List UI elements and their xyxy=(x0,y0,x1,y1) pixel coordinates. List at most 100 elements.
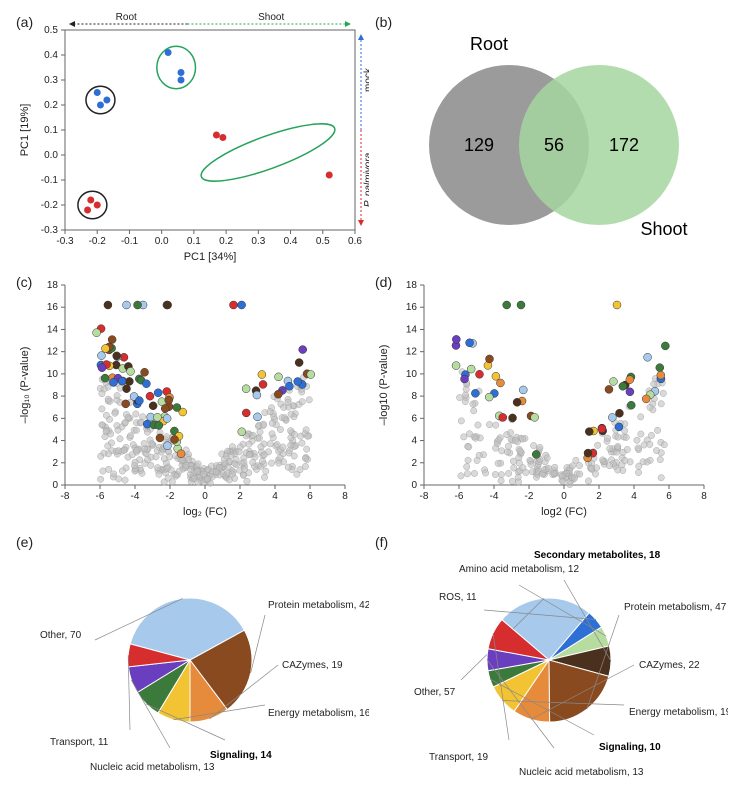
svg-text:56: 56 xyxy=(544,135,564,155)
svg-text:PC1 [19%]: PC1 [19%] xyxy=(19,104,31,157)
svg-text:Energy metabolism, 19: Energy metabolism, 19 xyxy=(629,707,728,718)
svg-text:Transport, 11: Transport, 11 xyxy=(50,737,109,748)
svg-text:-0.3: -0.3 xyxy=(56,236,74,247)
svg-text:-2: -2 xyxy=(166,491,175,502)
svg-text:0: 0 xyxy=(411,480,417,491)
pie-f: Other, 57 ROS, 11 Amino acid metabolism, 1… xyxy=(369,530,728,790)
svg-text:0.4: 0.4 xyxy=(284,236,298,247)
svg-text:-0.2: -0.2 xyxy=(89,236,107,247)
svg-text:0.3: 0.3 xyxy=(44,75,58,86)
panel-a-label: (a) xyxy=(16,14,33,30)
svg-text:18: 18 xyxy=(47,280,59,291)
svg-text:–log10 (P-value): –log10 (P-value) xyxy=(378,345,390,426)
svg-text:129: 129 xyxy=(464,135,494,155)
svg-text:172: 172 xyxy=(609,135,639,155)
svg-text:Nucleic acid metabolism, 13: Nucleic acid metabolism, 13 xyxy=(90,762,215,773)
svg-text:10: 10 xyxy=(406,369,418,380)
svg-text:16: 16 xyxy=(47,302,59,313)
svg-text:2: 2 xyxy=(596,491,602,502)
svg-text:log2 (FC): log2 (FC) xyxy=(541,506,587,518)
svg-text:0.6: 0.6 xyxy=(348,236,362,247)
svg-text:Amino acid metabolism, 12: Amino acid metabolism, 12 xyxy=(459,564,579,575)
svg-text:PC1 [34%]: PC1 [34%] xyxy=(184,251,237,263)
svg-text:0: 0 xyxy=(561,491,567,502)
svg-text:–log₁₀ (P-value): –log₁₀ (P-value) xyxy=(19,347,31,424)
panel-c-label: (c) xyxy=(16,274,32,290)
svg-text:-6: -6 xyxy=(455,491,464,502)
svg-text:Shoot: Shoot xyxy=(640,219,687,239)
svg-text:0.0: 0.0 xyxy=(155,236,169,247)
svg-text:0.2: 0.2 xyxy=(44,100,58,111)
pie-e: Other, 70Protein metabolism, 42CAZymes, … xyxy=(10,530,369,790)
venn-diagram: 129 56 172 Root Shoot xyxy=(369,10,728,270)
svg-text:8: 8 xyxy=(52,391,58,402)
svg-text:Protein metabolism, 47: Protein metabolism, 47 xyxy=(624,602,727,613)
svg-text:8: 8 xyxy=(411,391,417,402)
svg-text:0.4: 0.4 xyxy=(44,50,58,61)
svg-text:6: 6 xyxy=(411,413,417,424)
svg-text:-0.3: -0.3 xyxy=(41,225,59,236)
svg-text:Energy metabolism, 16: Energy metabolism, 16 xyxy=(268,708,369,719)
svg-text:Signaling, 10: Signaling, 10 xyxy=(599,742,661,753)
svg-text:-0.1: -0.1 xyxy=(41,175,59,186)
svg-text:2: 2 xyxy=(52,458,58,469)
svg-text:6: 6 xyxy=(52,413,58,424)
svg-text:4: 4 xyxy=(52,436,58,447)
svg-text:-0.1: -0.1 xyxy=(121,236,139,247)
svg-text:0.0: 0.0 xyxy=(44,150,58,161)
svg-text:-2: -2 xyxy=(525,491,534,502)
svg-text:Root: Root xyxy=(116,12,137,23)
panel-c: (c) -8-6-4-202468024681012141618log₂ (FC… xyxy=(10,270,369,530)
svg-text:6: 6 xyxy=(307,491,313,502)
svg-text:CAZymes, 22: CAZymes, 22 xyxy=(639,660,700,671)
svg-text:-6: -6 xyxy=(96,491,105,502)
svg-text:2: 2 xyxy=(411,458,417,469)
svg-text:0.3: 0.3 xyxy=(251,236,265,247)
svg-text:12: 12 xyxy=(47,347,59,358)
svg-text:4: 4 xyxy=(411,436,417,447)
volcano-c: -8-6-4-202468024681012141618log₂ (FC)–lo… xyxy=(10,270,369,530)
svg-text:Secondary metabolites, 18: Secondary metabolites, 18 xyxy=(534,550,661,561)
svg-text:0: 0 xyxy=(52,480,58,491)
svg-text:4: 4 xyxy=(631,491,637,502)
svg-text:4: 4 xyxy=(272,491,278,502)
svg-text:Shoot: Shoot xyxy=(258,12,284,23)
svg-text:-8: -8 xyxy=(420,491,429,502)
panel-f-label: (f) xyxy=(375,534,388,550)
svg-text:Root: Root xyxy=(470,34,508,54)
volcano-d: -8-6-4-202468024681012141618log2 (FC)–lo… xyxy=(369,270,728,530)
panel-a: (a) -0.3 -0.2 -0.1 0.0 0.1 0.2 0.3 0.4 0.5 0.6 -0.… xyxy=(10,10,369,270)
svg-text:-8: -8 xyxy=(61,491,70,502)
svg-text:Transport, 19: Transport, 19 xyxy=(429,752,489,763)
svg-text:18: 18 xyxy=(406,280,418,291)
svg-text:Other, 70: Other, 70 xyxy=(40,630,82,641)
svg-text:14: 14 xyxy=(47,324,59,335)
svg-text:0.1: 0.1 xyxy=(187,236,201,247)
svg-text:6: 6 xyxy=(666,491,672,502)
panel-e: (e) Other, 70Protein metabolism, 42CAZym… xyxy=(10,530,369,790)
svg-text:14: 14 xyxy=(406,324,418,335)
svg-text:-0.2: -0.2 xyxy=(41,200,59,211)
svg-text:Nucleic acid metabolism, 13: Nucleic acid metabolism, 13 xyxy=(519,767,644,778)
svg-text:CAZymes, 19: CAZymes, 19 xyxy=(282,660,343,671)
svg-text:0.2: 0.2 xyxy=(219,236,233,247)
svg-text:log₂ (FC): log₂ (FC) xyxy=(183,506,227,518)
svg-text:ROS, 11: ROS, 11 xyxy=(439,592,477,603)
panel-d: (d) -8-6-4-202468024681012141618log2 (FC… xyxy=(369,270,728,530)
svg-text:0.5: 0.5 xyxy=(44,25,58,36)
svg-text:Other, 57: Other, 57 xyxy=(414,687,456,698)
svg-text:0.5: 0.5 xyxy=(316,236,330,247)
svg-text:-4: -4 xyxy=(490,491,499,502)
svg-text:8: 8 xyxy=(342,491,348,502)
panel-e-label: (e) xyxy=(16,534,33,550)
svg-text:10: 10 xyxy=(47,369,59,380)
panel-f: (f) Other, 57 ROS, 11 Amino acid metabolis… xyxy=(369,530,728,790)
panel-d-label: (d) xyxy=(375,274,392,290)
panel-b-label: (b) xyxy=(375,14,392,30)
svg-text:12: 12 xyxy=(406,347,418,358)
panel-b: (b) 129 56 172 Root Shoot xyxy=(369,10,728,270)
svg-text:16: 16 xyxy=(406,302,418,313)
svg-text:Signaling, 14: Signaling, 14 xyxy=(210,750,272,761)
svg-text:-4: -4 xyxy=(131,491,140,502)
figure-grid: (a) -0.3 -0.2 -0.1 0.0 0.1 0.2 0.3 0.4 0.5 0.6 -0.… xyxy=(10,10,728,790)
